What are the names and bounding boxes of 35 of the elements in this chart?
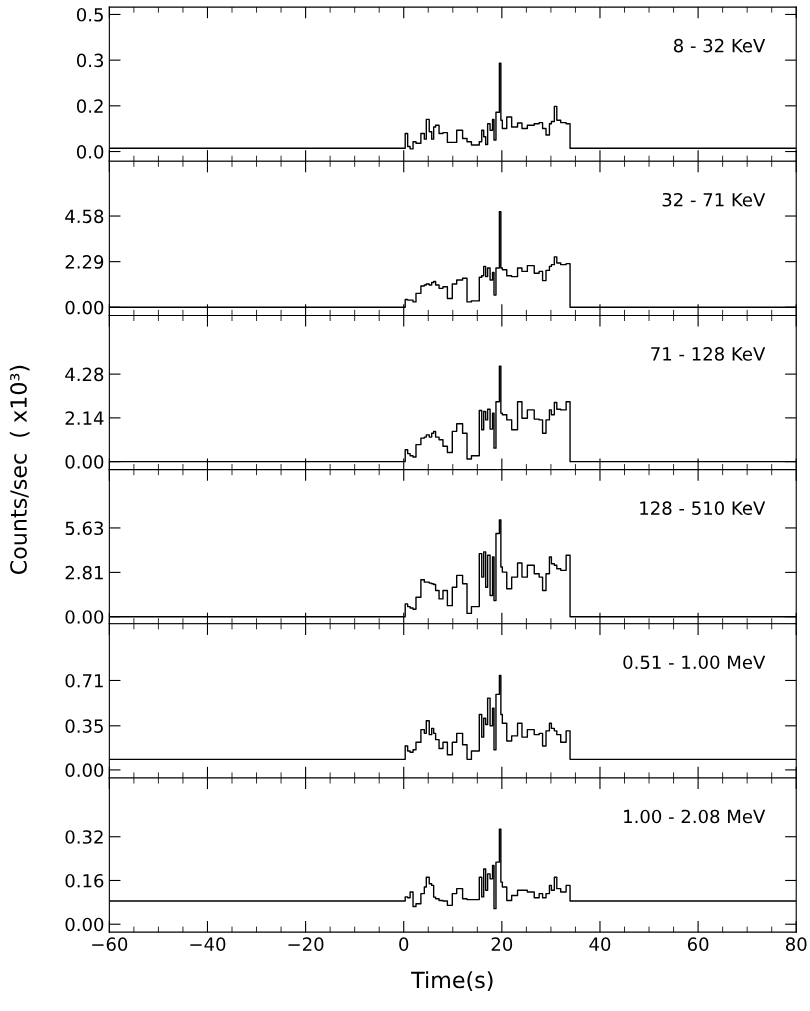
- y-tick-label: 2.14: [65, 411, 104, 425]
- y-tick-label: 0.00: [65, 300, 104, 315]
- y-axis-title: Counts/sec ( x10³): [9, 365, 30, 575]
- x-tick-label: 80: [785, 937, 807, 951]
- annotation: 8 - 32 KeV: [673, 38, 766, 53]
- y-tick-label: 0.2: [76, 99, 103, 113]
- y-tick-label: 0.00: [65, 763, 104, 778]
- y-tick-label: 0.71: [65, 673, 103, 688]
- y-tick-label: 0.00: [65, 917, 104, 932]
- annotation: 0.51 - 1.00 MeV: [623, 655, 766, 670]
- y-tick-label: 0.00: [65, 455, 104, 469]
- y-tick-label: 0.0: [76, 144, 104, 159]
- y-tick-label: 0.35: [65, 719, 103, 733]
- annotation: 128 - 510 KeV: [640, 501, 766, 515]
- x-tick-label: −20: [288, 937, 324, 951]
- x-tick-label: 20: [491, 937, 513, 951]
- y-tick-label: 2.29: [65, 255, 104, 269]
- x-tick-label: −60: [92, 937, 128, 951]
- y-tick-label: 5.63: [65, 521, 104, 536]
- x-tick-label: −40: [190, 937, 226, 951]
- y-tick-label: 0.32: [65, 830, 103, 844]
- y-tick-label: 4.58: [65, 209, 104, 224]
- x-axis-title: Time(s): [411, 971, 493, 991]
- y-tick-label: 2.81: [65, 565, 103, 580]
- y-tick-label: 4.28: [65, 367, 104, 382]
- y-tick-label: 0.00: [65, 610, 104, 624]
- y-tick-label: 0.3: [76, 53, 104, 68]
- annotation: 32 - 71 KeV: [662, 192, 766, 207]
- annotation: 1.00 - 2.08 MeV: [624, 809, 766, 824]
- y-tick-label: 0.5: [76, 7, 103, 22]
- x-tick-label: 0: [399, 937, 409, 951]
- x-tick-label: 40: [589, 937, 611, 951]
- x-tick-label: 60: [687, 937, 709, 951]
- annotation: 71 - 128 KeV: [651, 347, 766, 361]
- y-tick-label: 0.16: [65, 873, 104, 888]
